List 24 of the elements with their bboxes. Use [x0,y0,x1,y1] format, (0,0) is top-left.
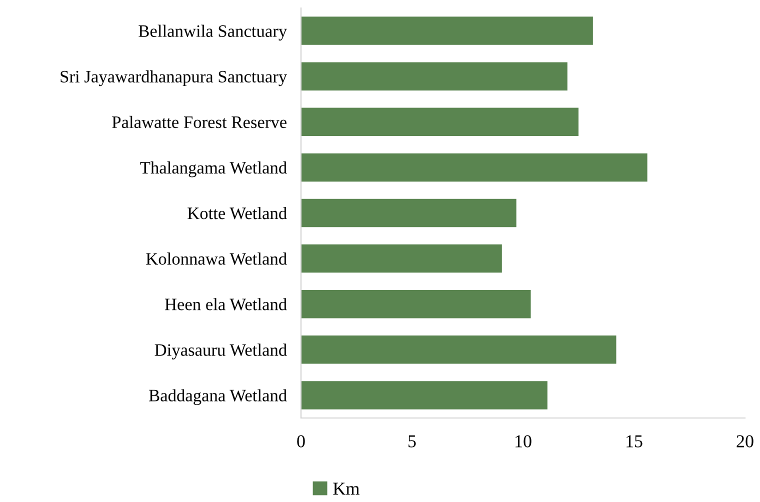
x-tick-label: 5 [408,435,416,448]
bar [301,108,578,136]
bar [301,336,616,364]
x-tick-label: 15 [626,435,642,448]
bar [301,290,531,318]
x-tick-label: 0 [297,435,305,448]
y-tick-label: Kolonnawa Wetland [146,252,287,265]
y-tick-label: Baddagana Wetland [149,389,287,405]
y-tick-label: Palawatte Forest Reserve [112,116,287,128]
bar [301,153,648,182]
bar [301,244,502,273]
x-tick-label: 10 [516,435,532,448]
bar [301,198,516,228]
y-tick-label: Kotte Wetland [188,206,287,220]
y-tick-label: Bellanwila Sanctuary [138,24,288,41]
y-tick-label: Heen ela Wetland [164,298,287,310]
y-tick-label: Thalangama Wetland [140,161,287,178]
x-tick-label: 20 [736,435,754,448]
legend-label: Km [333,482,360,495]
bar [301,62,568,90]
y-tick-label: Diyasauru Wetland [154,344,287,360]
bar [301,16,593,45]
bar [301,381,548,410]
y-tick-label: Sri Jayawardhanapura Sanctuary [60,70,288,86]
